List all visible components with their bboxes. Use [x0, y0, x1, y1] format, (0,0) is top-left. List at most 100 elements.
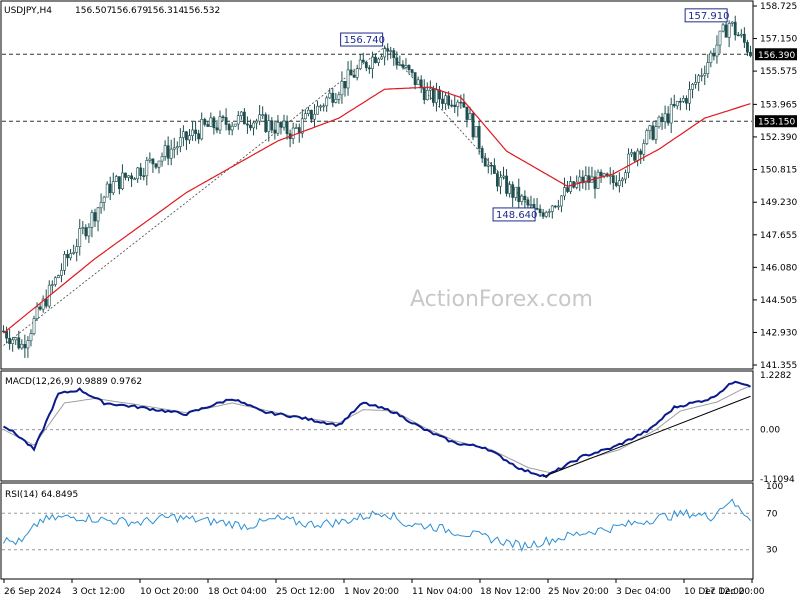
- candle: [489, 161, 493, 175]
- candle: [276, 115, 280, 136]
- candle-body: [474, 126, 478, 138]
- candle: [541, 208, 545, 219]
- candle-body: [441, 98, 444, 104]
- candle-body: [124, 172, 127, 178]
- price-label-text: 148.640: [496, 210, 537, 221]
- candle: [307, 106, 310, 117]
- candle: [706, 54, 710, 79]
- rsi-layer: [2, 498, 752, 553]
- candle-body: [249, 124, 252, 129]
- candle: [93, 208, 97, 228]
- candle-body: [389, 50, 393, 52]
- candle: [648, 124, 652, 140]
- candle-body: [526, 199, 530, 206]
- candle-body: [712, 52, 716, 57]
- candle-body: [428, 88, 432, 91]
- candle: [483, 152, 487, 167]
- candle: [544, 210, 548, 218]
- candle: [239, 110, 243, 120]
- candle-body: [456, 101, 460, 107]
- x-tick-label: 25 Nov 20:00: [548, 587, 609, 597]
- candle-body: [736, 34, 740, 37]
- candle: [557, 199, 560, 211]
- candle: [221, 114, 225, 122]
- candle: [511, 181, 515, 208]
- candle-body: [520, 195, 524, 202]
- candle: [505, 169, 508, 197]
- rsi-tick-label: 30: [766, 546, 778, 556]
- candle: [249, 119, 252, 131]
- candle: [672, 94, 676, 108]
- candle: [383, 45, 387, 66]
- candle-body: [57, 275, 60, 278]
- candle: [666, 106, 670, 126]
- candle: [255, 118, 258, 130]
- candle-body: [462, 101, 466, 108]
- candle-body: [453, 104, 457, 107]
- candle-body: [401, 64, 405, 68]
- candle-body: [160, 156, 164, 162]
- candle-body: [50, 284, 54, 286]
- candle-body: [303, 113, 307, 120]
- candle: [121, 164, 124, 191]
- candle-body: [23, 344, 27, 349]
- price-tick-label: 150.815: [760, 165, 797, 175]
- candle: [218, 110, 222, 135]
- candle-body: [499, 176, 502, 187]
- candle: [453, 94, 457, 114]
- candle: [450, 99, 454, 108]
- candle: [246, 116, 249, 134]
- candle-body: [364, 62, 368, 69]
- candle: [200, 112, 204, 141]
- candle: [456, 99, 460, 117]
- candle: [517, 178, 521, 212]
- candle-body: [316, 105, 319, 115]
- candle-body: [157, 160, 161, 168]
- candle: [727, 20, 731, 48]
- swing-line: [3, 46, 385, 346]
- rsi-panel: [0, 482, 754, 580]
- candle: [715, 35, 719, 64]
- candle-body: [218, 116, 222, 131]
- candle-body: [563, 187, 566, 197]
- candle-body: [639, 150, 643, 155]
- candle-body: [648, 125, 652, 132]
- candle-body: [99, 202, 103, 209]
- price-label: 148.640: [492, 207, 537, 222]
- candle: [578, 169, 582, 192]
- candle-body: [38, 306, 42, 310]
- candle: [303, 109, 307, 120]
- candle-body: [578, 176, 582, 183]
- candle-body: [63, 254, 66, 271]
- candle-body: [371, 56, 374, 69]
- candle: [749, 45, 752, 58]
- candle: [465, 106, 469, 128]
- candle: [480, 145, 484, 163]
- candle-body: [575, 181, 579, 188]
- candle: [23, 334, 27, 358]
- candle-body: [435, 89, 438, 103]
- candle-body: [191, 129, 194, 137]
- candle-body: [703, 73, 707, 76]
- candle: [587, 166, 591, 190]
- candle: [154, 163, 158, 170]
- x-tick-label: 25 Oct 12:00: [276, 587, 335, 597]
- macd-signal-line: [3, 385, 751, 474]
- candle: [547, 208, 551, 218]
- candle-body: [307, 109, 310, 114]
- candle: [130, 172, 133, 187]
- candle-body: [209, 117, 213, 127]
- candle: [593, 170, 597, 199]
- macd-title: MACD(12,26,9) 0.9889 0.9762: [5, 377, 142, 387]
- candle: [712, 48, 716, 61]
- candle: [285, 115, 289, 140]
- candle: [416, 76, 420, 85]
- candle: [380, 53, 383, 61]
- candle-body: [230, 125, 234, 131]
- candle-body: [706, 62, 710, 74]
- candle-body: [560, 195, 563, 207]
- candle: [389, 46, 393, 59]
- candle-body: [514, 186, 518, 198]
- candle-body: [75, 246, 79, 253]
